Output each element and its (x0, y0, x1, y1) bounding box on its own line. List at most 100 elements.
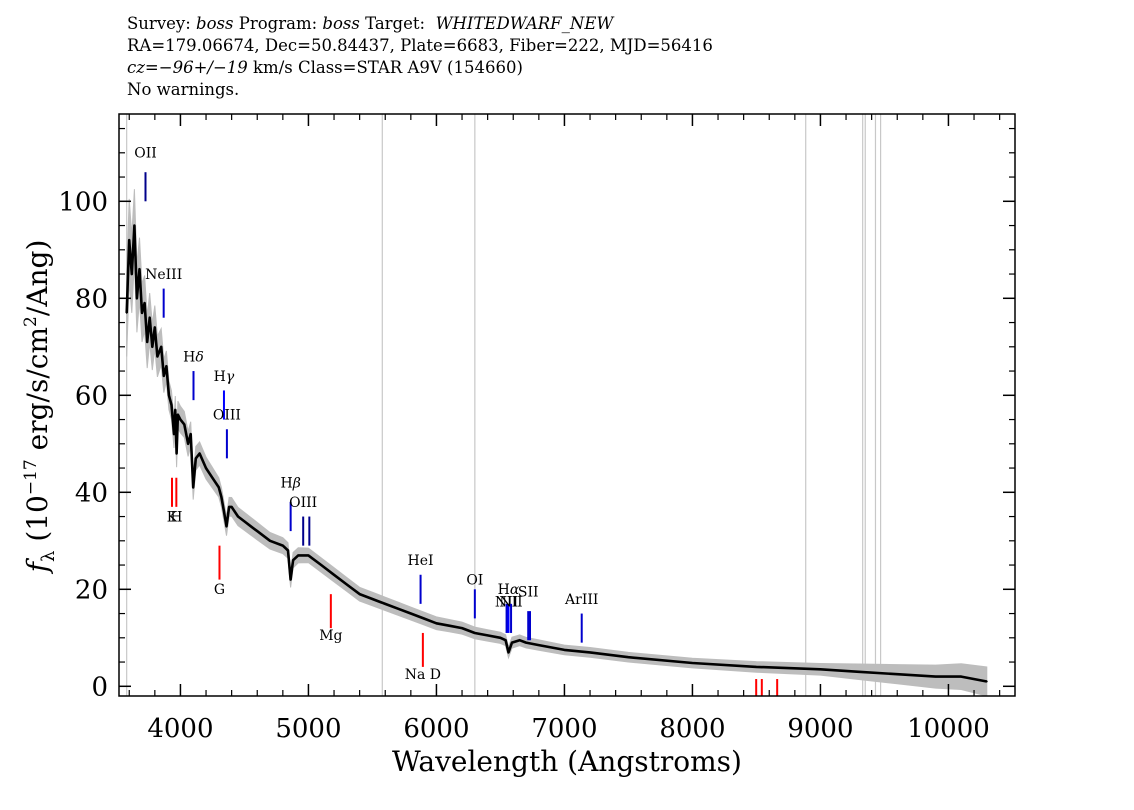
flux-point (511, 641, 513, 644)
flux-point (220, 496, 223, 499)
line-marker-label: OIII (289, 495, 317, 511)
flux-point (143, 302, 146, 305)
error-band (126, 189, 988, 697)
flux-point (146, 341, 149, 343)
flux-point (156, 355, 159, 358)
flux-point (307, 554, 310, 557)
cz-label: cz= (127, 58, 159, 77)
flux-point (187, 442, 190, 445)
line-marker-label: H (170, 509, 182, 525)
flux-point (237, 515, 239, 518)
x-tick-label: 10000 (907, 714, 990, 744)
flux-point (320, 564, 323, 566)
line-marker-label: SII (518, 585, 539, 601)
line-marker-label: Hα (498, 582, 520, 598)
flux-point (627, 656, 630, 659)
y-tick-label: 0 (91, 672, 108, 702)
flux-point (168, 394, 170, 397)
x-tick-label: 5000 (275, 714, 341, 744)
flux-point (179, 418, 182, 421)
flux-point (507, 651, 510, 654)
flux-point (473, 632, 476, 634)
flux-point (563, 649, 566, 651)
target-label: Target: (365, 14, 426, 33)
flux-point (228, 505, 230, 508)
flux-series (125, 224, 988, 683)
flux-point (243, 520, 246, 523)
flux-point (537, 644, 540, 646)
flux-point (230, 505, 233, 508)
flux-point (138, 268, 141, 271)
flux-point (160, 345, 163, 348)
header-line-redshift: cz=−96+/−19 km/s Class=STAR A9V (154660) (127, 57, 713, 79)
flux-point (397, 607, 399, 610)
flux-point (281, 544, 284, 547)
tick-labels: 4000 5000 6000 7000 8000 9000 10000 0 20 40 60 80 10… (58, 187, 989, 744)
survey-value: boss (196, 14, 234, 33)
x-axis-label: Wavelength (Angstroms) (392, 745, 742, 778)
flux-point (170, 404, 173, 406)
line-marker-label: Hγ (214, 369, 235, 385)
flux-point (192, 486, 195, 489)
flux-point (857, 670, 860, 673)
line-marker-label: HeI (408, 553, 434, 569)
flux-point (165, 365, 168, 368)
flux-point (173, 433, 175, 435)
plot-frame (118, 113, 1016, 697)
y-tick-label: 60 (75, 381, 108, 411)
y-tick-label: 100 (58, 187, 108, 217)
flux-point (985, 680, 988, 683)
flux-point (133, 224, 136, 227)
program-label: Program: (238, 14, 318, 33)
cz-value: −96+/−19 (158, 58, 248, 77)
flux-point (205, 467, 207, 469)
line-marker-label: Mg (319, 628, 342, 644)
line-marker-label: OI (466, 572, 483, 588)
survey-label: Survey: (127, 14, 191, 33)
x-tick-label: 9000 (787, 714, 853, 744)
flux-point (183, 423, 186, 426)
flux-point (211, 476, 214, 479)
flux-point (194, 457, 197, 460)
flux-point (128, 239, 131, 242)
flux-point (130, 273, 133, 275)
flux-point (934, 675, 937, 678)
flux-point (691, 662, 694, 664)
flux-point (176, 413, 179, 416)
flux-point (292, 559, 294, 562)
x-tick-label: 8000 (659, 714, 725, 744)
flux-point (189, 433, 192, 435)
flux-point (499, 636, 502, 639)
flux-point (525, 641, 527, 644)
flux-point (589, 651, 591, 654)
header-line-warnings: No warnings. (127, 80, 240, 99)
target-value: WHITEDWARF_NEW (435, 14, 614, 33)
flux-point (504, 639, 507, 642)
flux-point (289, 578, 292, 581)
class-text: Class=STAR A9V (154660) (297, 58, 523, 77)
spectrum-header: Survey: boss Program: boss Target: WHITE… (127, 13, 713, 101)
flux-point (125, 311, 128, 314)
flux-point (198, 452, 201, 455)
line-marker-label: NII (495, 594, 518, 610)
flux-point (461, 627, 463, 629)
flux-point (153, 326, 156, 329)
y-tick-label: 20 (75, 575, 108, 605)
line-marker-label: OIII (213, 408, 241, 424)
x-tick-label: 7000 (531, 714, 597, 744)
flux-point (151, 345, 154, 348)
line-marker-label: Hδ (183, 349, 204, 365)
flux-point (960, 675, 963, 678)
flux-point (217, 486, 220, 489)
line-marker-label: NII (499, 594, 522, 610)
flux-point (297, 554, 300, 557)
line-marker-label: G (214, 582, 225, 598)
flux-point (136, 297, 138, 300)
flux-point (755, 666, 758, 668)
line-marker-label: Hβ (280, 475, 300, 491)
flux-point (435, 622, 438, 625)
flux-point (256, 530, 259, 532)
flux-point (448, 624, 451, 627)
